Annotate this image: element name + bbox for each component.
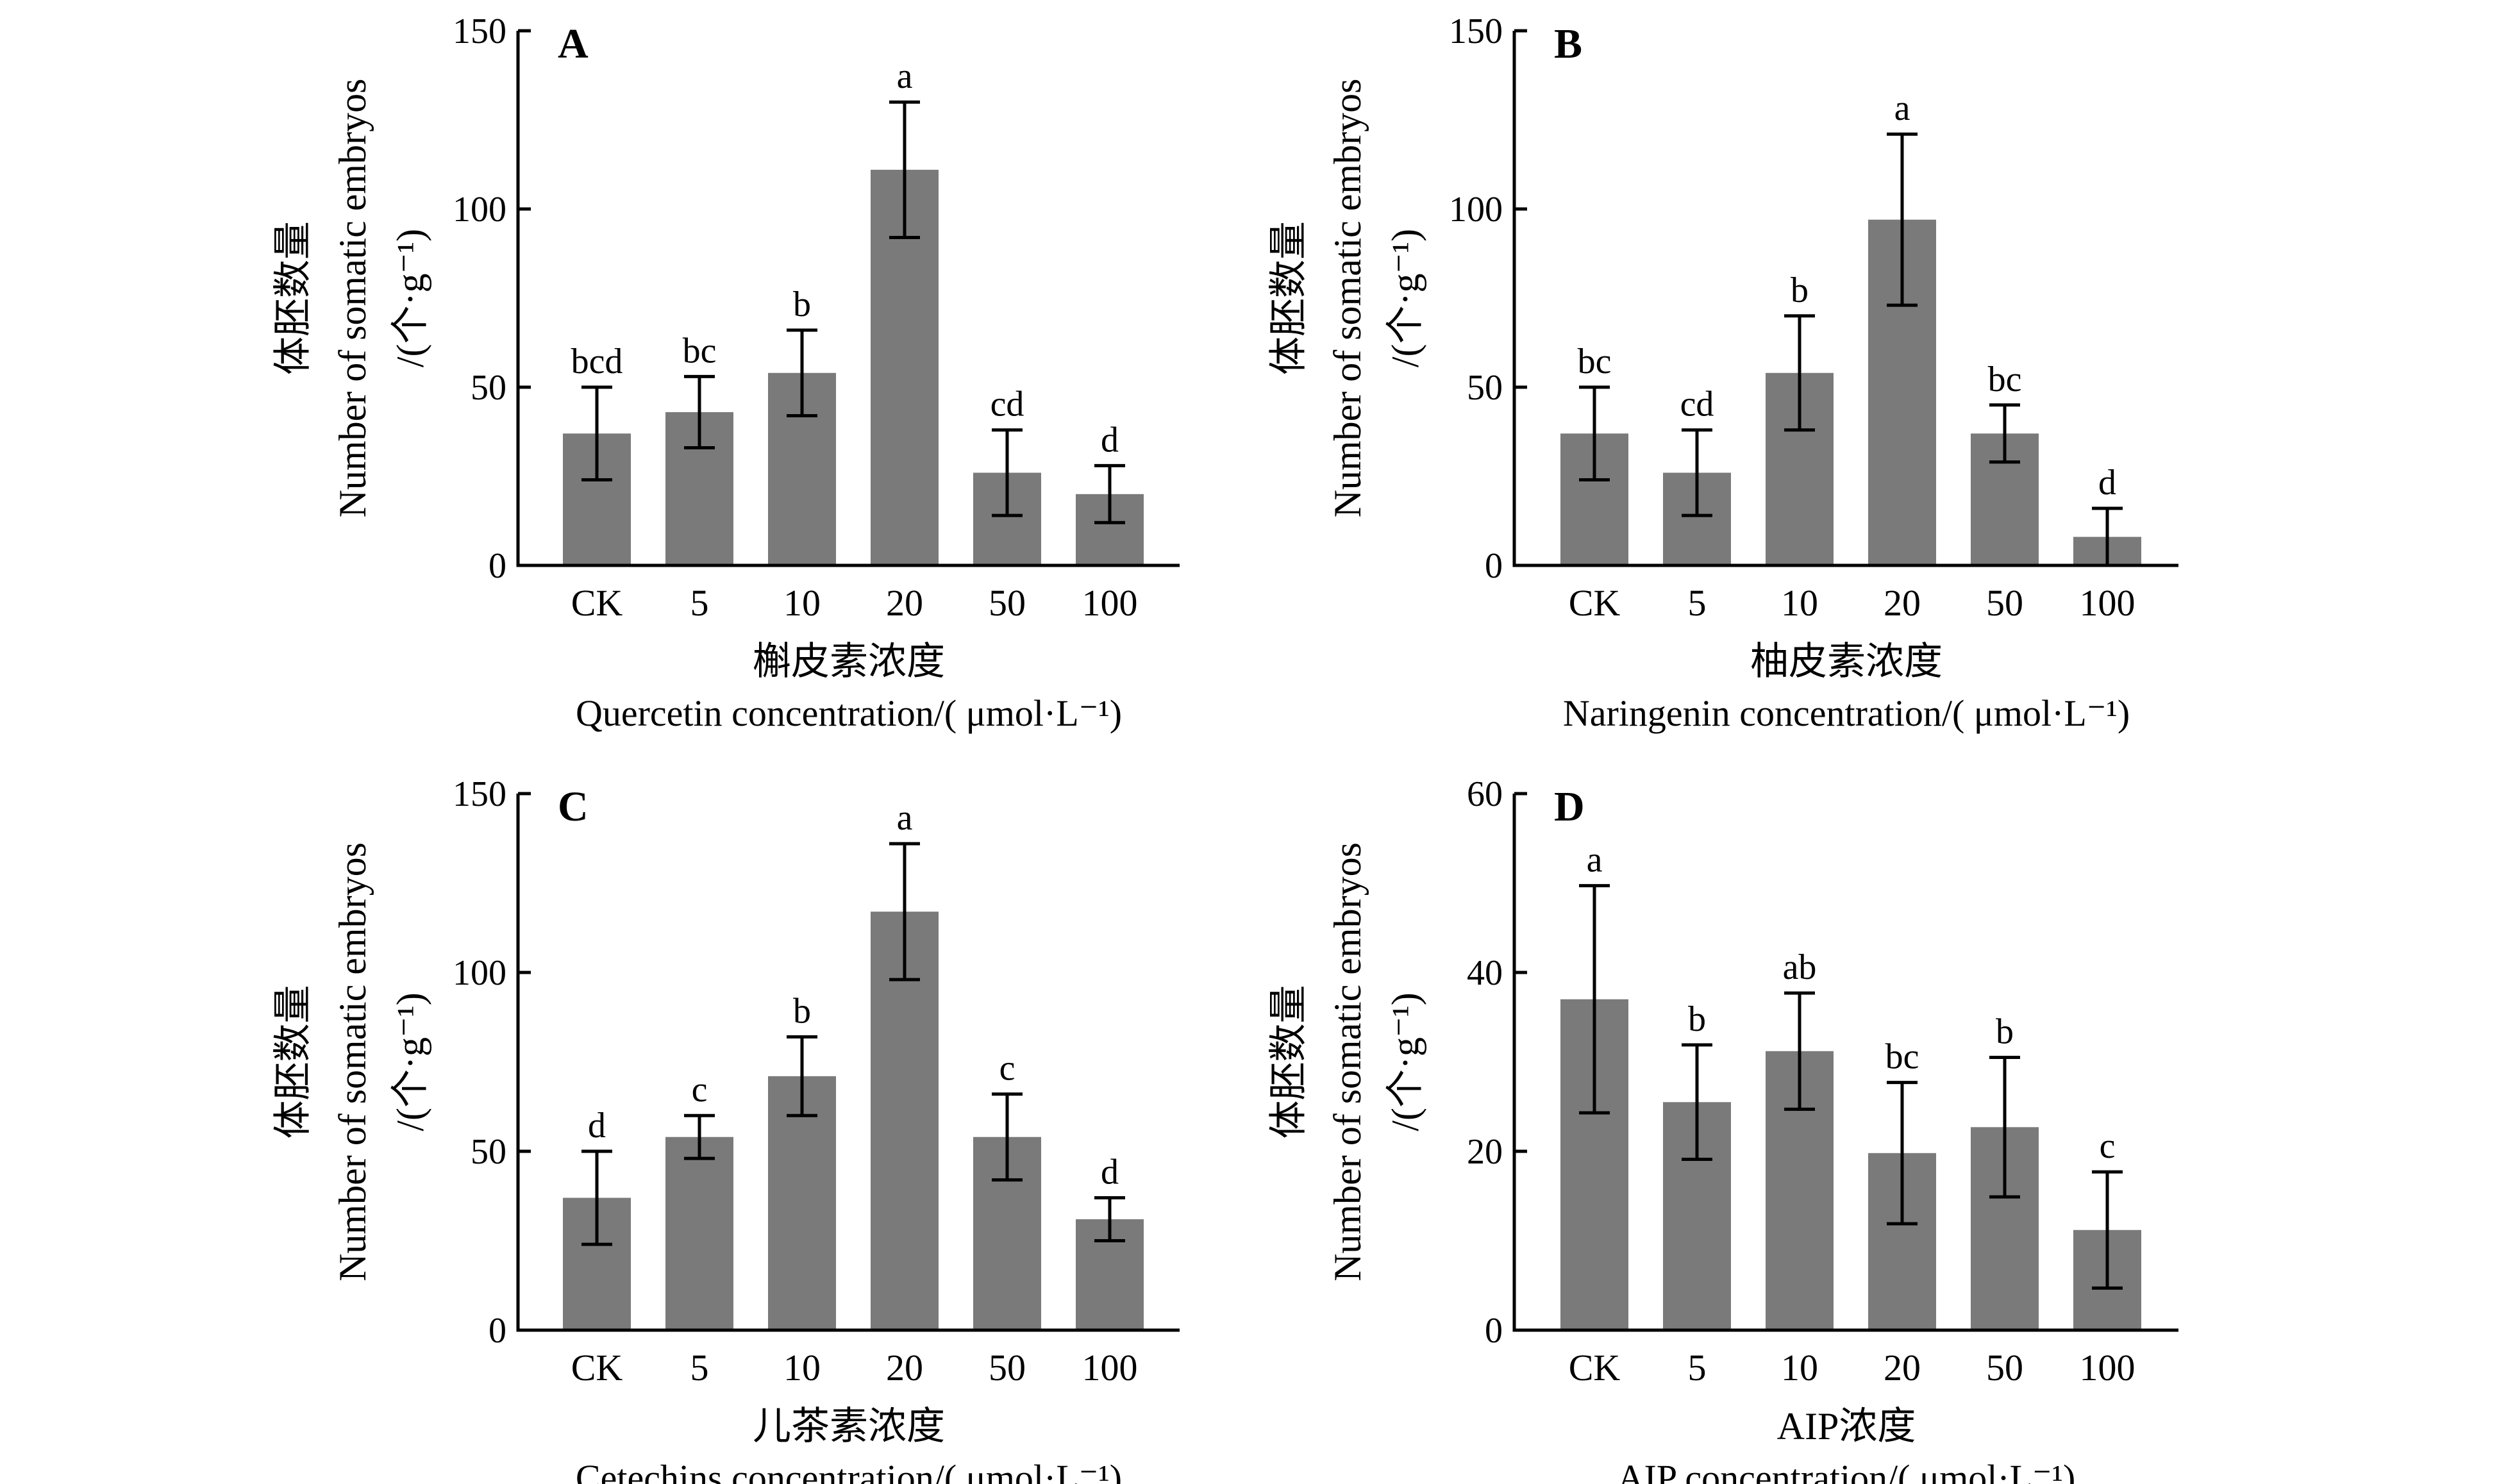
panel-b-ytick-label-1: 50 bbox=[1467, 368, 1503, 408]
panel-c-ytick-label-2: 100 bbox=[453, 953, 506, 993]
panel-c-ylabel-line-1: Number of somatic embryos bbox=[331, 842, 374, 1281]
panel-a-xtick-label-4: 50 bbox=[989, 582, 1026, 624]
panel-c-bar-2 bbox=[768, 1076, 836, 1330]
panel-c-significance-3: a bbox=[897, 798, 913, 838]
panel-c-xtick-label-5: 100 bbox=[1082, 1347, 1138, 1388]
panel-b-ylabel-line-2: /(个·g⁻¹) bbox=[1384, 229, 1426, 367]
panel-b-significance-1: cd bbox=[1680, 385, 1714, 424]
panel-d-ytick-label-0: 0 bbox=[1485, 1311, 1503, 1351]
panel-a-xtick-label-3: 20 bbox=[886, 582, 923, 624]
panel-a-xtick-label-1: 5 bbox=[690, 582, 709, 624]
panel-d-significance-5: c bbox=[2100, 1126, 2116, 1166]
panel-a-significance-0: bcd bbox=[571, 342, 623, 381]
panel-b-ytick-label-3: 150 bbox=[1449, 12, 1503, 51]
panel-a-xtick-label-0: CK bbox=[571, 582, 623, 624]
panel-d-ylabel-line-0: 体胚数量 bbox=[1267, 985, 1310, 1139]
panel-c-ytick-label-0: 0 bbox=[489, 1311, 506, 1351]
panel-b-significance-0: bc bbox=[1578, 342, 1612, 381]
panel-c-bar-1 bbox=[665, 1137, 733, 1330]
panel-d-ylabel-line-2: /(个·g⁻¹) bbox=[1384, 992, 1426, 1131]
panel-c-ytick-label-3: 150 bbox=[453, 774, 506, 814]
panel-c-significance-1: c bbox=[692, 1070, 708, 1110]
panel-c-ytick-label-1: 50 bbox=[471, 1132, 506, 1172]
panel-d-significance-0: a bbox=[1587, 840, 1603, 880]
panel-c-xtick-label-2: 10 bbox=[783, 1347, 821, 1388]
panel-d-xtick-label-0: CK bbox=[1569, 1347, 1621, 1388]
panel-c-significance-0: d bbox=[588, 1106, 606, 1146]
panel-a-significance-5: d bbox=[1101, 420, 1119, 460]
panel-c-xtick-label-1: 5 bbox=[690, 1347, 709, 1388]
panel-c-bar-3 bbox=[871, 912, 939, 1330]
panel-a-xlabel-line-0: 槲皮素浓度 bbox=[753, 640, 945, 683]
panel-a-ytick-label-2: 100 bbox=[453, 190, 506, 229]
panel-d-significance-4: b bbox=[1996, 1012, 2014, 1052]
panel-a-ylabel-line-0: 体胚数量 bbox=[272, 221, 314, 375]
panel-b-ylabel-line-1: Number of somatic embryos bbox=[1326, 79, 1369, 518]
panel-b-significance-5: d bbox=[2098, 463, 2116, 503]
panel-d-xtick-label-2: 10 bbox=[1781, 1347, 1818, 1388]
panel-d-significance-2: ab bbox=[1783, 947, 1817, 987]
panel-c-xtick-label-0: CK bbox=[571, 1347, 623, 1388]
panel-d-xlabel-line-1: AIP concentration/( μmol·L⁻¹) bbox=[1617, 1457, 2076, 1484]
panel-b-significance-2: b bbox=[1791, 271, 1809, 310]
panel-c-ylabel-line-2: /(个·g⁻¹) bbox=[389, 992, 431, 1131]
panel-d-significance-3: bc bbox=[1885, 1037, 1919, 1077]
panel-b-ytick-label-2: 100 bbox=[1449, 190, 1503, 229]
panel-a-letter: A bbox=[558, 21, 589, 67]
panel-a-xtick-label-2: 10 bbox=[783, 582, 821, 624]
panel-b-significance-4: bc bbox=[1988, 360, 2022, 399]
panel-a-significance-3: a bbox=[897, 56, 913, 96]
panel-c-xlabel-line-0: 儿茶素浓度 bbox=[753, 1405, 945, 1447]
panel-c-ylabel-line-0: 体胚数量 bbox=[272, 985, 314, 1139]
panel-a-ytick-label-1: 50 bbox=[471, 368, 506, 408]
panel-d-ytick-label-3: 60 bbox=[1467, 774, 1503, 814]
panel-b-xtick-label-4: 50 bbox=[1986, 582, 2023, 624]
panel-d-ytick-label-2: 40 bbox=[1467, 953, 1503, 993]
panel-a-xtick-label-5: 100 bbox=[1082, 582, 1138, 624]
panel-d-letter: D bbox=[1554, 783, 1585, 830]
panel-a-ytick-label-3: 150 bbox=[453, 12, 506, 51]
panel-c-significance-2: b bbox=[793, 991, 811, 1031]
panel-a-ytick-label-0: 0 bbox=[489, 546, 506, 586]
panel-b-xtick-label-2: 10 bbox=[1781, 582, 1818, 624]
panel-c-xtick-label-3: 20 bbox=[886, 1347, 923, 1388]
panel-c-xtick-label-4: 50 bbox=[989, 1347, 1026, 1388]
panel-a-significance-4: cd bbox=[990, 385, 1024, 424]
panel-a-significance-1: bc bbox=[683, 331, 717, 371]
panel-d-significance-1: b bbox=[1688, 999, 1706, 1039]
panel-d-ylabel-line-1: Number of somatic embryos bbox=[1326, 842, 1369, 1281]
panel-b-xlabel-line-0: 柚皮素浓度 bbox=[1750, 640, 1943, 683]
panel-b-significance-3: a bbox=[1894, 88, 1910, 128]
panel-d-ytick-label-1: 20 bbox=[1467, 1132, 1503, 1172]
panel-b-xlabel-line-1: Naringenin concentration/( μmol·L⁻¹) bbox=[1563, 692, 2130, 734]
panel-b-ylabel-line-0: 体胚数量 bbox=[1267, 221, 1310, 375]
panel-b-ytick-label-0: 0 bbox=[1485, 546, 1503, 586]
panel-d-xlabel-line-0: AIP浓度 bbox=[1777, 1405, 1916, 1447]
panel-a-xlabel-line-1: Quercetin concentration/( μmol·L⁻¹) bbox=[576, 692, 1122, 734]
panel-c-significance-4: c bbox=[999, 1049, 1015, 1088]
panel-d-xtick-label-4: 50 bbox=[1986, 1347, 2023, 1388]
panel-b-xtick-label-1: 5 bbox=[1688, 582, 1707, 624]
panel-b-xtick-label-5: 100 bbox=[2080, 582, 2135, 624]
panel-c-letter: C bbox=[558, 783, 589, 830]
panel-d-xtick-label-1: 5 bbox=[1688, 1347, 1707, 1388]
panel-a-ylabel-line-2: /(个·g⁻¹) bbox=[389, 229, 431, 367]
panel-b-xtick-label-0: CK bbox=[1569, 582, 1621, 624]
panel-a-ylabel-line-1: Number of somatic embryos bbox=[331, 79, 374, 518]
panel-c-xlabel-line-1: Cetechins concentration/( μmol·L⁻¹) bbox=[576, 1457, 1122, 1484]
panel-c-significance-5: d bbox=[1101, 1153, 1119, 1192]
panel-d-xtick-label-5: 100 bbox=[2080, 1347, 2135, 1388]
panel-d-xtick-label-3: 20 bbox=[1884, 1347, 1921, 1388]
panel-a-significance-2: b bbox=[793, 285, 811, 324]
panel-b-xtick-label-3: 20 bbox=[1884, 582, 1921, 624]
panel-b-letter: B bbox=[1554, 21, 1582, 67]
